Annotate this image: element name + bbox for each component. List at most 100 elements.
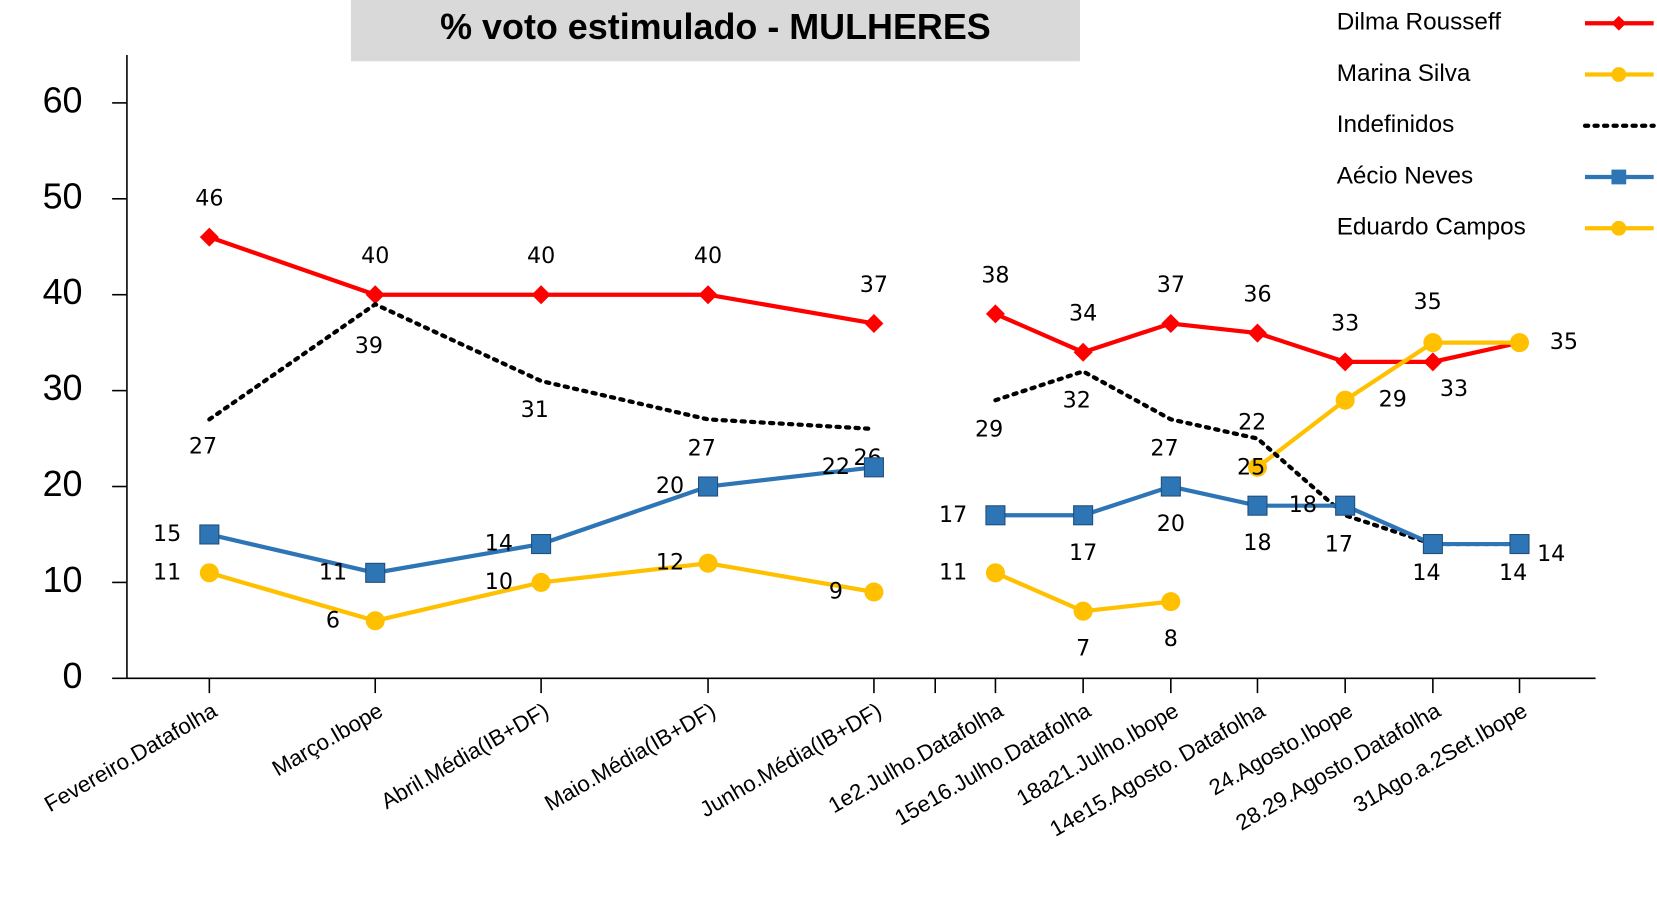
- chart-title: % voto estimulado - MULHERES: [440, 6, 991, 47]
- data-label: 11: [319, 559, 347, 585]
- data-label: 35: [1413, 289, 1441, 315]
- x-tick-label: Abril.Média(IB+DF): [377, 698, 553, 814]
- point: [1073, 601, 1093, 621]
- data-label: 18: [1243, 530, 1271, 556]
- point: [1161, 313, 1181, 333]
- point: [365, 285, 385, 305]
- point: [698, 476, 719, 497]
- x-tick-label: Fevereiro.Datafolha: [40, 697, 222, 816]
- point: [863, 457, 884, 478]
- point: [985, 505, 1006, 526]
- series-line: [208, 465, 1520, 575]
- x-tick-label: Março.Ibope: [268, 698, 387, 781]
- data-label: 15: [153, 521, 181, 547]
- data-label: 11: [153, 559, 181, 585]
- data-label: 37: [860, 272, 888, 298]
- point: [1423, 352, 1443, 372]
- y-tick-label: 50: [43, 175, 83, 216]
- point: [1247, 457, 1267, 477]
- point: [698, 285, 718, 305]
- legend-label: Indefinidos: [1337, 111, 1455, 138]
- point: [1335, 352, 1355, 372]
- y-tick-label: 30: [43, 367, 83, 408]
- data-label: 33: [1440, 376, 1468, 402]
- data-label: 46: [195, 186, 223, 212]
- data-label: 37: [1157, 272, 1185, 298]
- point: [864, 582, 884, 602]
- data-label: 7: [1076, 636, 1090, 662]
- point: [365, 562, 386, 583]
- y-tick-label: 10: [43, 559, 83, 600]
- point: [1160, 476, 1181, 497]
- point: [1073, 505, 1094, 526]
- data-label: 31: [521, 397, 549, 423]
- data-label: 14: [1499, 560, 1527, 586]
- data-label: 40: [361, 243, 389, 269]
- point: [1335, 495, 1356, 516]
- point: [199, 227, 219, 247]
- y-tick-label: 60: [43, 79, 83, 120]
- series-line: [208, 235, 1520, 364]
- point: [1422, 534, 1443, 555]
- legend-marker: [1611, 169, 1627, 185]
- point: [199, 524, 220, 545]
- data-label: 10: [485, 569, 513, 595]
- data-label: 27: [189, 433, 217, 459]
- point: [199, 563, 219, 583]
- data-label: 20: [656, 473, 684, 499]
- data-label: 8: [1164, 626, 1178, 652]
- data-label: 32: [1063, 388, 1091, 414]
- point: [864, 313, 884, 333]
- data-label: 18: [1289, 492, 1317, 518]
- x-tick-label: Maio.Média(IB+DF): [540, 698, 719, 816]
- point: [1161, 592, 1181, 612]
- y-tick-label: 20: [43, 463, 83, 504]
- point: [985, 563, 1005, 583]
- point: [1247, 323, 1267, 343]
- legend-marker: [1611, 220, 1627, 236]
- y-tick-label: 0: [63, 655, 83, 696]
- point: [1073, 342, 1093, 362]
- legend-label: Eduardo Campos: [1337, 214, 1526, 241]
- data-label: 12: [656, 550, 684, 576]
- point: [1247, 495, 1268, 516]
- data-label: 27: [1150, 435, 1178, 461]
- data-label: 39: [355, 333, 383, 359]
- point: [1423, 333, 1443, 353]
- legend-marker: [1611, 67, 1627, 82]
- data-label: 14: [1537, 541, 1565, 567]
- y-tick-label: 40: [43, 271, 83, 312]
- data-label: 25: [1237, 455, 1265, 481]
- data-label: 34: [1069, 301, 1097, 327]
- data-label: 29: [975, 416, 1003, 442]
- data-label: 9: [829, 579, 843, 605]
- point: [531, 285, 551, 305]
- series-line: [207, 301, 1522, 547]
- data-label: 20: [1157, 511, 1185, 537]
- data-label: 17: [939, 502, 967, 528]
- data-label: 14: [485, 531, 513, 557]
- point: [365, 611, 385, 631]
- data-label: 29: [1379, 387, 1407, 413]
- data-label: 22: [1238, 409, 1266, 435]
- data-label: 22: [822, 454, 850, 480]
- data-label: 17: [1069, 540, 1097, 566]
- point: [698, 553, 718, 573]
- point: [531, 572, 551, 592]
- data-label: 38: [981, 262, 1009, 288]
- point: [1509, 333, 1530, 353]
- data-label: 36: [1243, 282, 1271, 308]
- point: [531, 534, 552, 555]
- data-label: 27: [688, 435, 716, 461]
- data-label: 40: [694, 243, 722, 269]
- point: [985, 304, 1005, 324]
- series-line: [208, 561, 1172, 623]
- legend-label: Aécio Neves: [1337, 162, 1473, 189]
- data-label: 40: [527, 243, 555, 269]
- legend-label: Dilma Rousseff: [1337, 9, 1502, 36]
- legend-marker: [1611, 15, 1627, 31]
- data-label: 11: [939, 559, 967, 585]
- data-label: 17: [1325, 531, 1353, 557]
- title-box: [350, 0, 1080, 62]
